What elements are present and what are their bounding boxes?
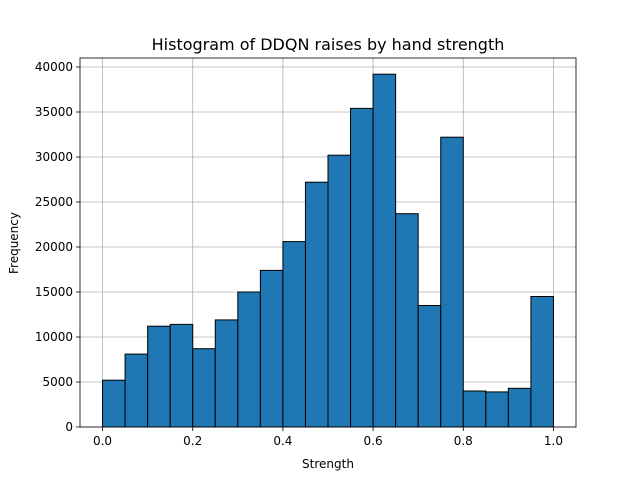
histogram-bar [304,181,329,428]
y-tick-label: 25000 [35,195,73,209]
histogram-bar [327,154,352,428]
y-tick-label: 30000 [35,150,73,164]
y-tick-label: 0 [65,420,73,434]
chart-title: Histogram of DDQN raises by hand strengt… [152,35,505,54]
histogram-bar [237,291,261,428]
bars [102,73,554,428]
y-tick-label: 10000 [35,330,73,344]
histogram-bar [350,107,374,428]
x-tick-label: 0.6 [364,434,383,448]
y-tick-label: 15000 [35,285,73,299]
histogram-bar [169,323,194,428]
histogram-bar [259,269,284,428]
histogram-bar [102,379,126,428]
histogram-bar [372,73,397,428]
x-tick-label: 0.8 [454,434,473,448]
histogram-bar [440,136,464,428]
histogram-bar [282,241,306,428]
histogram-bar [214,319,239,428]
y-tick-label: 5000 [42,375,73,389]
histogram-bar [192,348,216,428]
histogram-bar [395,213,419,428]
x-tick-label: 0.0 [93,434,112,448]
y-tick-label: 35000 [35,105,73,119]
x-axis-ticks: 0.0 0.2 0.4 0.6 0.8 1.0 [93,427,563,448]
y-axis-ticks: 0 5000 10000 15000 20000 25000 30000 35000 40000 [35,60,80,434]
plot-frame [79,57,577,428]
x-tick-label: 0.2 [183,434,202,448]
y-tick-label: 20000 [35,240,73,254]
x-axis-label: Strength [302,457,354,471]
histogram-bar [485,391,509,428]
histogram-bar [147,325,171,428]
histogram-bar [124,353,149,428]
histogram-bar [462,390,487,428]
x-tick-label: 1.0 [544,434,563,448]
x-tick-label: 0.4 [273,434,292,448]
histogram-bar [530,296,554,428]
histogram-bar [507,387,532,428]
y-tick-label: 40000 [35,60,73,74]
histogram-bar [417,305,442,428]
y-axis-label: Frequency [7,212,21,274]
